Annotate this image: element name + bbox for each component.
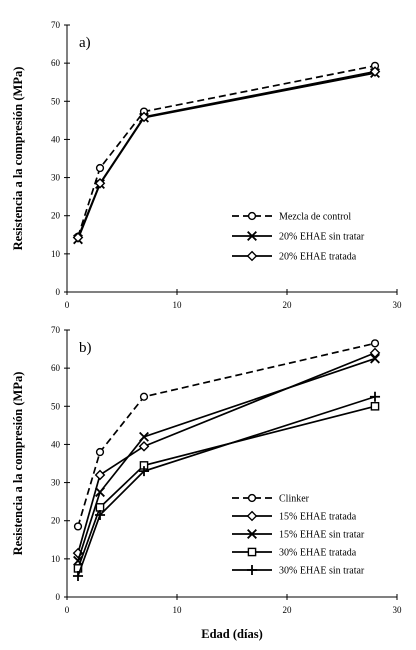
panel-b-point-15pct-ehae-tratada (138, 441, 150, 452)
panel-b-point-30pct-ehae-sin-tratar (72, 570, 84, 582)
panel-b-point-30pct-ehae-sin-tratar (138, 466, 150, 477)
panel-b-series-line-15pct-ehae-tratada (77, 352, 376, 554)
panel-b-series (72, 339, 381, 582)
panel-b-legend-label-30pct-ehae-sin-tratar: 30% EHAE sin tratar (279, 566, 365, 577)
panel-b-series-line-30pct-ehae-tratada (77, 405, 376, 569)
panel-a-axes (66, 25, 397, 293)
panel-a-y-tick-label: 0 (56, 287, 61, 297)
panel-b-x-tick-label: 10 (173, 605, 183, 615)
panel-b-point-15pct-ehae-sin-tratar (370, 353, 380, 364)
panel-b-label: b) (79, 340, 92, 356)
panel-b-legend-label-15pct-ehae-tratada: 15% EHAE tratada (279, 512, 357, 523)
panel-a-legend-label-20pct-ehae-tratada: 20% EHAE tratada (279, 252, 357, 263)
panel-a-x-tick-label: 10 (173, 300, 183, 310)
panel-a-label: a) (79, 35, 91, 51)
panel-a-legend-label-mezcla-de-control: Mezcla de control (279, 212, 351, 223)
panel-b-chart: 0 10 20 30 40 50 60 70 0 10 20 30 b) Resistencia a … (11, 325, 402, 641)
panel-b-point-30pct-ehae-tratada (370, 401, 380, 411)
panel-a-y-tick-label: 50 (51, 96, 61, 106)
panel-b-legend-marker-15pct-ehae-sin-tratar (247, 529, 257, 539)
panel-a-point-20pct-ehae-tratada (72, 232, 84, 243)
panel-b-point-30pct-ehae-sin-tratar (369, 391, 381, 402)
panel-b-legend-label-15pct-ehae-sin-tratar: 15% EHAE sin tratar (279, 530, 365, 541)
panel-a-ticks: 0 10 20 30 40 50 60 70 0 10 20 30 (51, 20, 402, 310)
panel-b-point-15pct-ehae-sin-tratar (95, 487, 105, 498)
panel-a-x-tick-label: 0 (65, 300, 70, 310)
panel-a-point-mezcla-de-control (95, 163, 105, 173)
panel-b-y-axis-label: Resistencia a la compresión (MPa) (11, 372, 25, 556)
panel-b-y-tick-label: 20 (51, 516, 61, 526)
panel-a-point-20pct-ehae-tratada (369, 66, 381, 77)
panel-a-y-tick-label: 20 (51, 211, 61, 221)
panel-b-point-clinker (95, 447, 105, 457)
panel-a-chart: 0 10 20 30 40 50 60 70 0 10 20 30 a) Resistencia a … (11, 20, 402, 310)
panel-a-series-line-20pct-ehae-tratada (77, 70, 376, 238)
panel-b-point-15pct-ehae-tratada (94, 469, 106, 481)
panel-a-y-tick-label: 40 (51, 134, 61, 144)
panel-a-legend-marker-20pct-ehae-tratada (246, 250, 258, 262)
panel-b-series-line-clinker (77, 342, 376, 527)
panel-b-point-30pct-ehae-sin-tratar (94, 509, 106, 521)
panel-a-legend-marker-20pct-ehae-sin-tratar (247, 231, 257, 241)
panel-b-point-15pct-ehae-sin-tratar (73, 555, 83, 566)
panel-b-legend-marker-30pct-ehae-sin-tratar (246, 564, 258, 576)
panel-a-series-line-mezcla-de-control (77, 64, 376, 237)
panel-b-y-tick-label: 60 (51, 363, 61, 373)
panel-a-y-tick-label: 30 (51, 173, 61, 183)
panel-b-legend-marker-15pct-ehae-tratada (246, 510, 258, 522)
panel-b-point-30pct-ehae-tratada (95, 503, 105, 512)
x-axis-label: Edad (días) (201, 627, 262, 641)
panel-b-legend-marker-30pct-ehae-tratada (247, 547, 257, 557)
panel-b-point-clinker (370, 339, 380, 348)
panel-b-axes (66, 330, 397, 598)
panel-b-legend-label-30pct-ehae-tratada: 30% EHAE tratada (279, 548, 357, 559)
panel-a-legend-marker-mezcla-de-control (247, 211, 257, 221)
panel-a-y-axis-label: Resistencia a la compresión (MPa) (11, 67, 25, 251)
panel-b-y-tick-label: 30 (51, 478, 61, 488)
panel-b-series-line-15pct-ehae-sin-tratar (77, 357, 376, 562)
panel-a-y-tick-label: 10 (51, 249, 61, 259)
panel-b-legend: Clinker 15% EHAE tratada 15% EHAE sin trat… (232, 494, 365, 577)
panel-b-point-clinker (73, 522, 83, 531)
panel-b-x-tick-label: 30 (393, 605, 403, 615)
panel-a-y-tick-label: 60 (51, 58, 61, 68)
panel-a-x-tick-label: 20 (283, 300, 293, 310)
panel-b-x-tick-label: 0 (65, 605, 70, 615)
panel-a-legend-label-20pct-ehae-sin-tratar: 20% EHAE sin tratar (279, 232, 365, 243)
panel-b-y-tick-label: 10 (51, 554, 61, 564)
panel-a-series (72, 61, 381, 245)
panel-b-y-tick-label: 40 (51, 439, 61, 449)
panel-a-point-20pct-ehae-tratada (94, 177, 106, 189)
panel-a-y-tick-label: 70 (51, 20, 61, 30)
panel-b-y-tick-label: 0 (56, 592, 61, 602)
panel-b-y-tick-label: 50 (51, 401, 61, 411)
panel-b-point-15pct-ehae-tratada (369, 347, 381, 359)
panel-b-ticks: 0 10 20 30 40 50 60 70 0 10 20 30 (51, 325, 402, 615)
panel-b-x-tick-label: 20 (283, 605, 293, 615)
panel-a-point-20pct-ehae-tratada (138, 111, 150, 123)
panel-b-point-clinker (139, 392, 149, 401)
panel-b-legend-marker-clinker (247, 493, 257, 503)
panel-b-y-tick-label: 70 (51, 325, 61, 335)
panel-a-x-tick-label: 30 (393, 300, 403, 310)
panel-b-legend-label-clinker: Clinker (279, 494, 310, 505)
panel-b-series-line-30pct-ehae-sin-tratar (77, 395, 376, 577)
panel-a-legend: Mezcla de control 20% EHAE sin tratar 20% … (232, 212, 365, 263)
panel-b-point-15pct-ehae-sin-tratar (139, 431, 149, 442)
